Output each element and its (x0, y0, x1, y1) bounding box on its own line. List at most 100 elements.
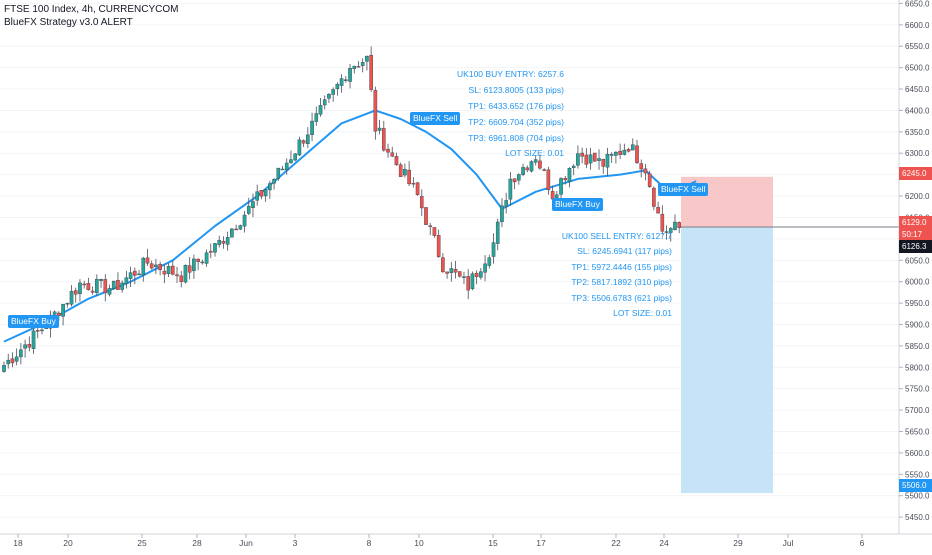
candle-body (120, 282, 124, 290)
candle-body (474, 272, 479, 277)
y-tick-label: 5850.0 (905, 342, 930, 351)
candle-body (419, 196, 424, 209)
candle-body (432, 227, 437, 236)
candle-body (35, 330, 40, 332)
bearish-candle (234, 224, 238, 231)
candle-body (508, 178, 513, 200)
candle-body (664, 231, 669, 233)
candle-body (407, 169, 411, 185)
candle-body (327, 93, 331, 99)
bullish-candle (500, 198, 504, 228)
bullish-candle (246, 197, 251, 216)
bearish-candle (175, 266, 179, 283)
y-tick-label: 5600.0 (905, 449, 930, 458)
buy-sl-text: SL: 6123.8005 (133 pips) (468, 85, 564, 95)
sell-sl-text: SL: 6245.6941 (117 pips) (577, 246, 672, 256)
y-tick-label: 5500.0 (905, 492, 930, 501)
candle-body (221, 240, 226, 244)
candle-body (217, 240, 222, 245)
bearish-candle (593, 152, 597, 163)
candle-body (314, 113, 319, 122)
bearish-candle (453, 260, 458, 279)
bearish-candle (415, 181, 420, 196)
bullish-candle (331, 87, 335, 102)
bearish-candle (643, 163, 648, 181)
bearish-candle (187, 256, 192, 280)
bullish-candle (69, 285, 74, 307)
bearish-candle (660, 205, 665, 235)
y-tick-label: 6600.0 (905, 21, 930, 30)
bullish-candle (360, 58, 365, 73)
bearish-candle (424, 207, 428, 225)
candle-body (398, 164, 403, 177)
candle-body (500, 205, 504, 222)
bullish-candle (576, 145, 580, 169)
candle-body (111, 280, 116, 289)
candle-body (82, 283, 86, 286)
bearish-candle (390, 146, 395, 158)
candle-body (90, 290, 95, 293)
bullish-candle (597, 149, 601, 170)
candle-body (546, 169, 551, 191)
candle-body (276, 167, 281, 179)
bullish-candle (529, 160, 534, 173)
candle-body (335, 83, 340, 90)
candle-body (141, 257, 146, 276)
candle-body (73, 290, 78, 295)
y-tick-label: 6000.0 (905, 278, 930, 287)
candle-body (208, 250, 213, 253)
bullish-candle (61, 303, 65, 326)
bearish-candle (382, 120, 386, 152)
candle-body (259, 190, 264, 197)
y-tick-label: 5550.0 (905, 470, 930, 479)
candle-body (149, 263, 154, 269)
bullish-candle (571, 164, 576, 176)
candle-body (196, 258, 200, 262)
bearish-candle (647, 170, 652, 188)
candle-body (322, 99, 327, 106)
candle-body (559, 178, 563, 195)
bearish-candle (626, 147, 631, 153)
bullish-candle (495, 218, 500, 251)
candle-body (580, 152, 584, 157)
bullish-candle (449, 261, 454, 282)
bullish-candle (470, 271, 475, 291)
candle-body (14, 356, 19, 362)
bullish-candle (533, 154, 538, 166)
bearish-candle (432, 227, 437, 238)
candle-body (124, 277, 129, 285)
candle-body (61, 303, 65, 317)
candle-body (183, 264, 188, 283)
sell-lot-text: LOT SIZE: 0.01 (613, 308, 672, 318)
x-tick-label: 17 (536, 538, 546, 548)
x-tick-label: 24 (659, 538, 669, 548)
candle-body (263, 189, 268, 197)
candle-body (360, 62, 365, 66)
candle-body (154, 264, 158, 267)
candle-body (483, 263, 487, 273)
candle-body (377, 127, 382, 131)
candle-body (52, 311, 57, 315)
candle-body (95, 278, 99, 293)
candle-body (339, 78, 344, 86)
x-tick-label: 6 (860, 538, 865, 548)
bearish-candle (542, 168, 546, 172)
bullish-candle (605, 147, 610, 176)
candle-body (78, 282, 82, 295)
candle-body (424, 207, 428, 225)
bearish-candle (82, 280, 86, 289)
candle-body (525, 167, 530, 171)
candle-body (588, 154, 593, 164)
bullish-candle (479, 268, 483, 280)
candle-body (555, 194, 559, 198)
candle-body (517, 174, 521, 181)
candle-body (571, 165, 576, 168)
candle-body (170, 265, 175, 275)
bullish-candle (120, 280, 124, 293)
bullish-candle (268, 180, 272, 199)
candle-body (449, 268, 454, 273)
bearish-candle (546, 166, 551, 195)
y-tick-label: 6350.0 (905, 128, 930, 137)
